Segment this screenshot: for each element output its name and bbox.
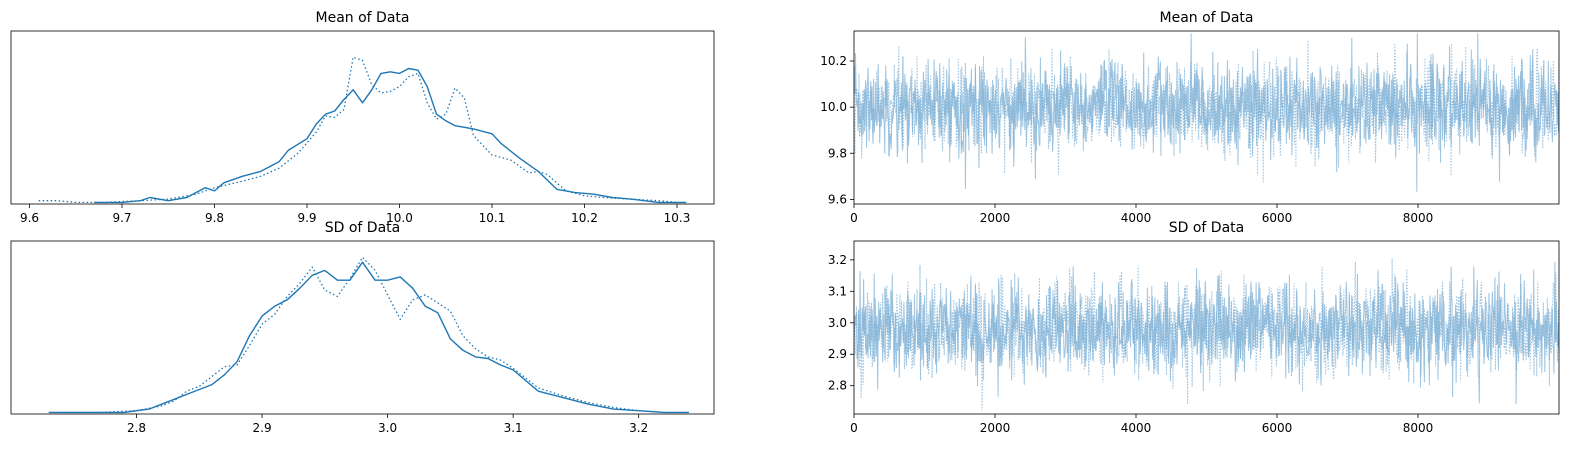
- trace-sd-ytick-label: 3.0: [828, 316, 847, 330]
- trace-mean-frame: [853, 30, 1560, 205]
- kde-sd-xtick-label: 2.9: [253, 421, 272, 435]
- trace-sd-panel: SD of Data 0 2000 4000 6000 8000 2.8 2.9 3.0 3.1 3…: [828, 220, 1560, 435]
- kde-mean-plot: [38, 56, 687, 204]
- kde-mean-xtick-label: 10.2: [571, 211, 598, 225]
- kde-sd-xtick-label: 2.8: [127, 421, 146, 435]
- kde-mean-series-dotted: [38, 56, 678, 204]
- trace-sd-ytick-label: 3.2: [828, 253, 847, 267]
- trace-mean-panel: Mean of Data 0 2000 4000 6000 8000 9.6 9.8 10.0 1…: [820, 10, 1560, 225]
- trace-mean-xtick-label: 0: [850, 211, 858, 225]
- trace-mean-xtick-label: 6000: [1262, 211, 1293, 225]
- kde-mean-title: Mean of Data: [316, 10, 410, 26]
- kde-sd-xtick-label: 3.0: [378, 421, 397, 435]
- trace-mean-ytick-label: 10.0: [820, 100, 847, 114]
- trace-sd-xtick-label: 8000: [1403, 421, 1434, 435]
- kde-mean-xtick-label: 10.3: [664, 211, 691, 225]
- kde-mean-xtick-label: 9.9: [297, 211, 316, 225]
- kde-sd-series-solid: [48, 261, 689, 414]
- trace-sd-plot: [854, 258, 1559, 411]
- kde-mean-panel: Mean of Data 9.6 9.7 9.8 9.9 10.0 10.1 10.2 10.3: [10, 10, 715, 225]
- kde-mean-xtick-label: 10.0: [386, 211, 413, 225]
- trace-sd-xtick-label: 4000: [1121, 421, 1152, 435]
- trace-sd-xtick-label: 2000: [980, 421, 1011, 435]
- trace-mean-title: Mean of Data: [1160, 10, 1254, 26]
- kde-mean-xtick-label: 9.8: [205, 211, 224, 225]
- kde-mean-xtick-label: 10.1: [479, 211, 506, 225]
- kde-sd-frame: [10, 240, 715, 415]
- trace-mean-ytick-label: 9.6: [828, 192, 847, 206]
- trace-sd-ytick-label: 2.8: [828, 379, 847, 393]
- trace-sd-ytick-label: 3.1: [828, 284, 847, 298]
- kde-sd-xtick-label: 3.2: [629, 421, 648, 435]
- trace-sd-xtick-label: 6000: [1262, 421, 1293, 435]
- kde-sd-title: SD of Data: [325, 220, 401, 236]
- trace-mean-plot: [854, 33, 1559, 192]
- trace-sd-xtick-label: 0: [850, 421, 858, 435]
- kde-mean-series-solid: [94, 67, 687, 204]
- trace-mean-ytick-label: 9.8: [828, 146, 847, 160]
- kde-sd-xtick-label: 3.1: [504, 421, 523, 435]
- trace-mean-xtick-label: 8000: [1403, 211, 1434, 225]
- trace-mean-xtick-label: 4000: [1121, 211, 1152, 225]
- kde-sd-plot: [48, 256, 689, 414]
- trace-sd-chain-dotted: [854, 258, 1559, 411]
- kde-sd-series-dotted: [61, 256, 664, 414]
- kde-sd-panel: SD of Data 2.8 2.9 3.0 3.1 3.2: [10, 220, 715, 435]
- trace-mean-xtick-label: 2000: [980, 211, 1011, 225]
- kde-mean-xtick-label: 9.7: [112, 211, 131, 225]
- trace-sd-ytick-label: 2.9: [828, 347, 847, 361]
- trace-mean-ytick-label: 10.2: [820, 54, 847, 68]
- kde-mean-xtick-label: 9.6: [20, 211, 39, 225]
- trace-sd-title: SD of Data: [1169, 220, 1245, 236]
- trace-sd-frame: [853, 240, 1560, 415]
- kde-mean-frame: [10, 30, 715, 205]
